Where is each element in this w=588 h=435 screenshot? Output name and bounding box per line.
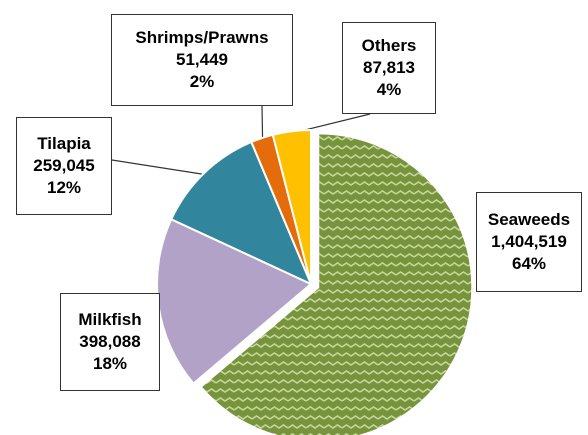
data-label-percent: 2% <box>189 72 215 91</box>
data-label-others: Others 87,813 4% <box>342 22 436 114</box>
data-label-milkfish: Milkfish 398,088 18% <box>60 293 160 391</box>
data-label-name: Seaweeds <box>487 210 571 229</box>
pie-slice-tilapia <box>169 140 313 286</box>
data-label-value: 398,088 <box>79 332 141 351</box>
data-label-value: 1,404,519 <box>491 232 567 251</box>
data-label-shrimps-prawns: Shrimps/Prawns 51,449 2% <box>111 14 293 106</box>
data-label-value: 51,449 <box>176 50 228 69</box>
data-label-percent: 12% <box>46 178 82 197</box>
leader-line-shrimps-prawns <box>261 105 264 140</box>
data-label-percent: 18% <box>92 354 128 373</box>
pie-slice-others <box>271 128 312 285</box>
data-label-percent: 4% <box>376 80 402 99</box>
data-label-seaweeds: Seaweeds 1,404,519 64% <box>476 192 582 292</box>
data-label-value: 259,045 <box>33 156 95 175</box>
data-label-name: Milkfish <box>78 310 142 329</box>
data-label-percent: 64% <box>511 254 547 273</box>
data-label-tilapia: Tilapia 259,045 12% <box>16 117 112 215</box>
data-label-value: 87,813 <box>363 58 415 77</box>
leader-line-tilapia <box>111 159 206 176</box>
data-label-name: Others <box>361 36 417 55</box>
data-label-name: Shrimps/Prawns <box>135 28 269 47</box>
pie-slices <box>156 128 474 435</box>
data-label-name: Tilapia <box>37 134 91 153</box>
